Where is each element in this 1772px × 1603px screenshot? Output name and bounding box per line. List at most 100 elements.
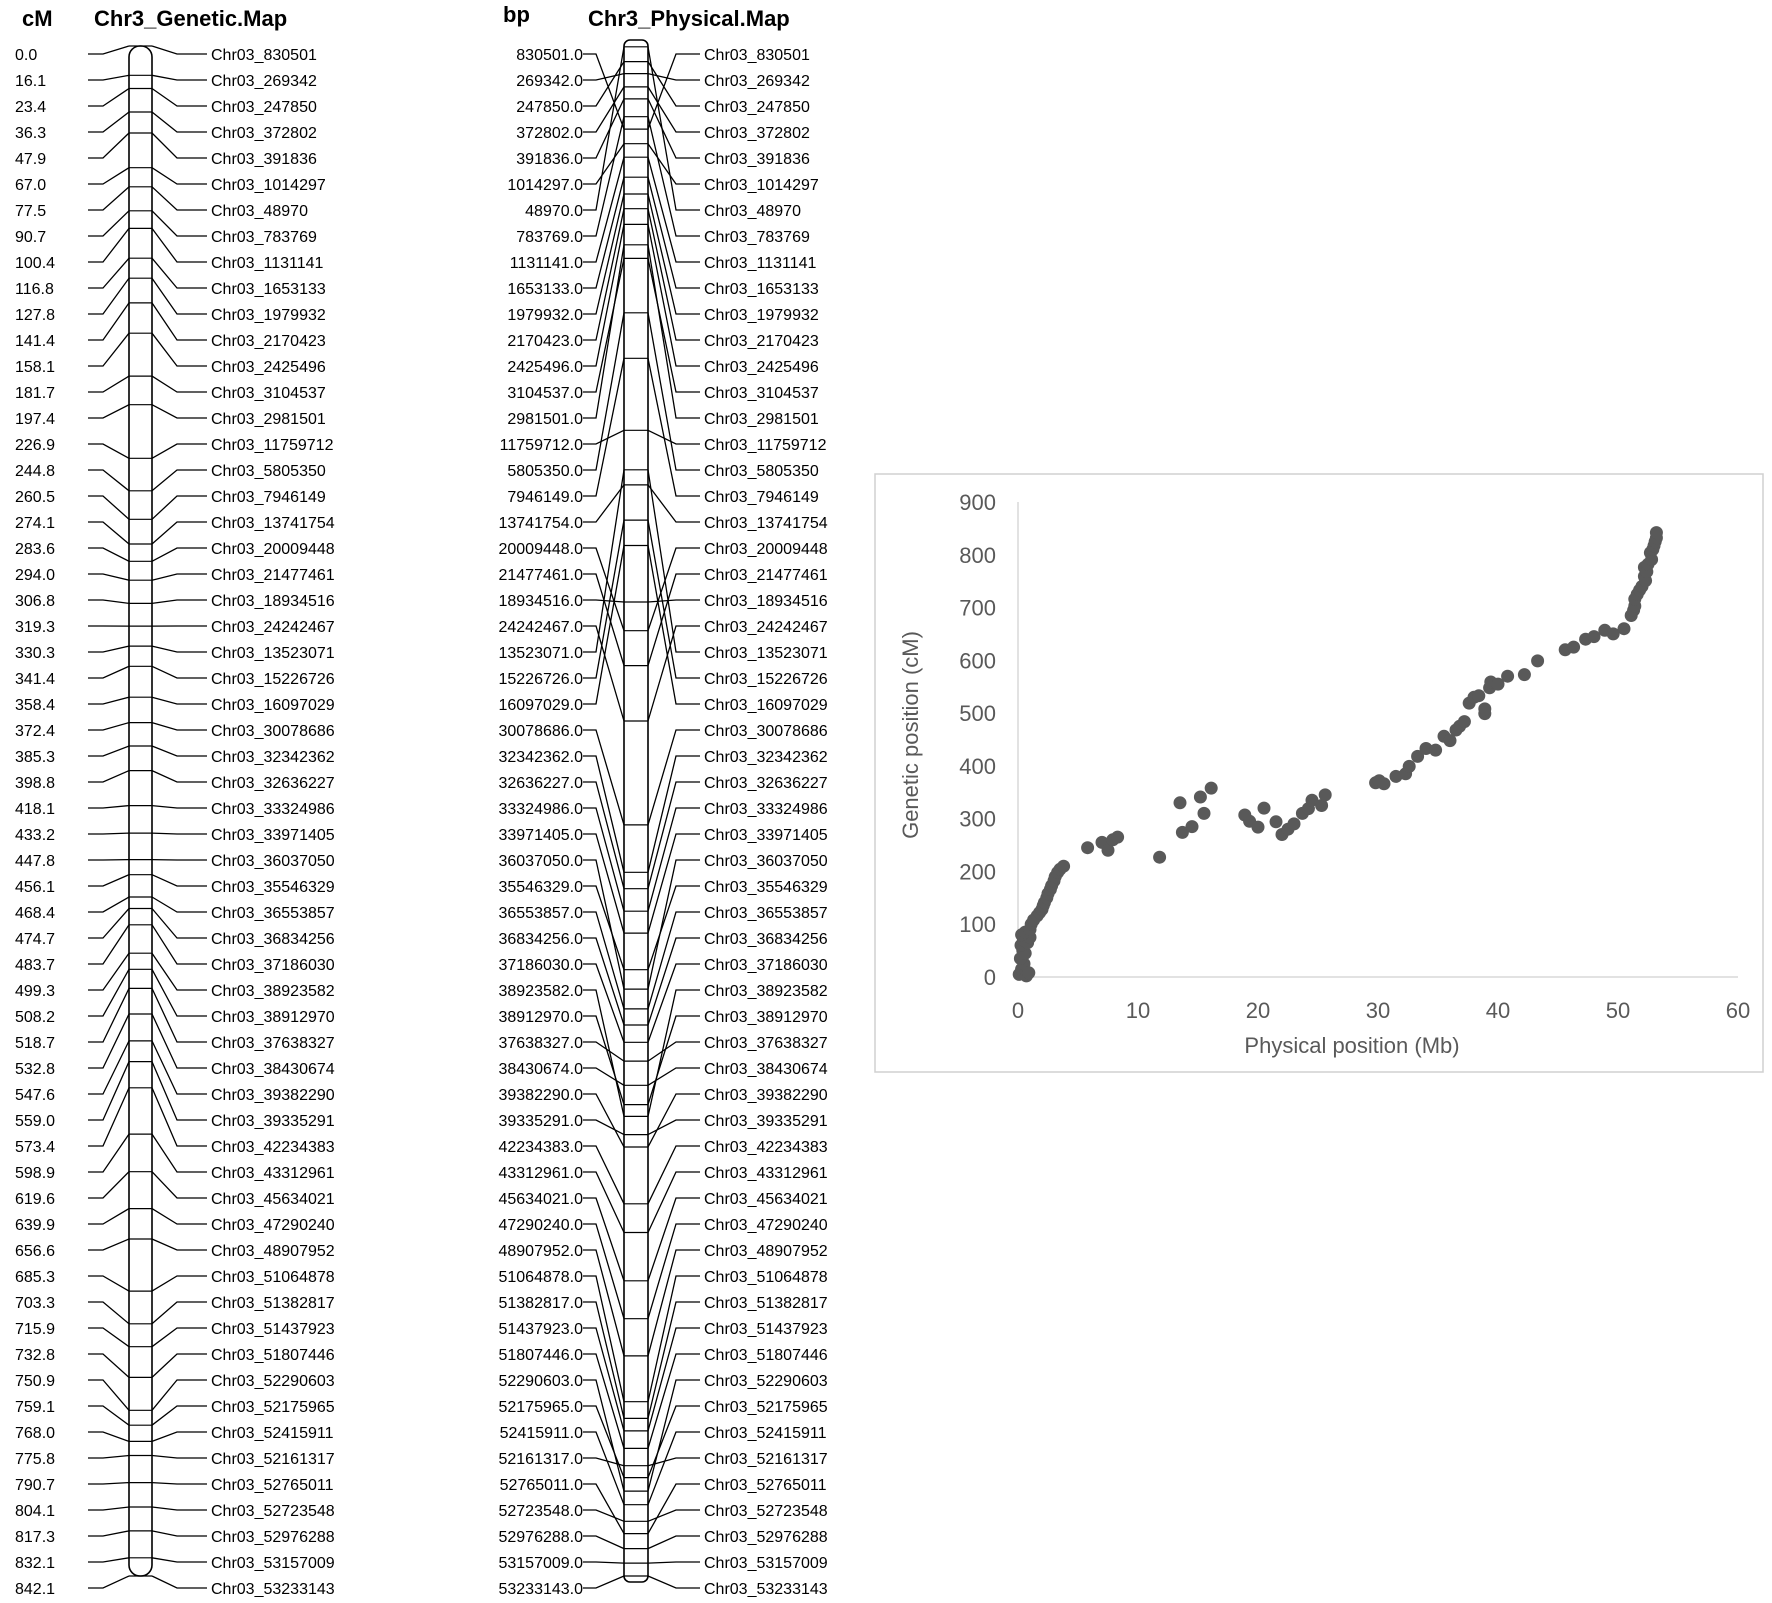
genetic-position-value: 499.3 bbox=[15, 983, 55, 1000]
genetic-position-value: 775.8 bbox=[15, 1451, 55, 1468]
genetic-position-value: 547.6 bbox=[15, 1087, 55, 1104]
genetic-marker: 274.1 Chr03_13741754 bbox=[15, 515, 335, 545]
genetic-marker-name: Chr03_35546329 bbox=[211, 879, 335, 896]
physical-marker-name: Chr03_2981501 bbox=[704, 411, 819, 428]
physical-connector-right bbox=[647, 807, 700, 912]
genetic-marker-name: Chr03_38912970 bbox=[211, 1009, 335, 1026]
genetic-connector-right bbox=[151, 1087, 207, 1147]
genetic-connector-left bbox=[88, 1405, 130, 1426]
physical-marker-name: Chr03_35546329 bbox=[704, 879, 828, 896]
physical-map-title: Chr3_Physical.Map bbox=[588, 6, 790, 31]
genetic-position-value: 759.1 bbox=[15, 1399, 55, 1416]
genetic-marker: 715.9 Chr03_51437923 bbox=[15, 1321, 335, 1348]
genetic-marker: 474.7 Chr03_36834256 bbox=[15, 907, 335, 948]
genetic-connector-left bbox=[88, 1575, 130, 1589]
genetic-position-value: 100.4 bbox=[15, 255, 55, 272]
physical-marker-name: Chr03_52765011 bbox=[704, 1477, 827, 1494]
genetic-marker: 283.6 Chr03_20009448 bbox=[15, 541, 335, 562]
genetic-connector-right bbox=[151, 573, 207, 581]
genetic-connector-left bbox=[88, 745, 130, 757]
genetic-connector-right bbox=[151, 375, 207, 393]
genetic-connector-left bbox=[88, 1454, 130, 1459]
scatter-point bbox=[1531, 654, 1545, 668]
genetic-connector-left bbox=[88, 696, 130, 705]
physical-position-value: 2425496.0 bbox=[507, 359, 583, 376]
physical-position-value: 24242467.0 bbox=[498, 619, 583, 636]
genetic-marker-name: Chr03_20009448 bbox=[211, 541, 335, 558]
physical-marker-name: Chr03_1979932 bbox=[704, 307, 819, 324]
physical-marker: 51382817.0 Chr03_51382817 bbox=[498, 1295, 828, 1420]
genetic-marker: 817.3 Chr03_52976288 bbox=[15, 1529, 335, 1546]
physical-connector-left bbox=[583, 1431, 625, 1505]
physical-position-value: 269342.0 bbox=[516, 73, 583, 90]
genetic-marker: 181.7 Chr03_3104537 bbox=[15, 375, 326, 402]
genetic-marker-name: Chr03_16097029 bbox=[211, 697, 335, 714]
physical-position-value: 52161317.0 bbox=[498, 1451, 583, 1468]
scatter-point bbox=[1567, 640, 1581, 654]
physical-position-value: 39335291.0 bbox=[498, 1113, 583, 1130]
physical-marker-name: Chr03_51437923 bbox=[704, 1321, 828, 1338]
genetic-marker-name: Chr03_48970 bbox=[211, 203, 308, 220]
genetic-position-value: 36.3 bbox=[15, 125, 46, 142]
genetic-marker-name: Chr03_11759712 bbox=[211, 437, 334, 454]
physical-marker-name: Chr03_37638327 bbox=[704, 1035, 828, 1052]
physical-position-value: 52723548.0 bbox=[498, 1503, 583, 1520]
genetic-marker: 23.4 Chr03_247850 bbox=[15, 87, 317, 116]
physical-marker-name: Chr03_21477461 bbox=[704, 567, 828, 584]
physical-connector-right bbox=[647, 729, 700, 826]
physical-connector-right bbox=[647, 1145, 700, 1205]
physical-marker: 52765011.0 Chr03_52765011 bbox=[500, 1477, 827, 1535]
genetic-marker-name: Chr03_52175965 bbox=[211, 1399, 335, 1416]
genetic-position-value: 685.3 bbox=[15, 1269, 55, 1286]
genetic-connector-right bbox=[151, 1353, 207, 1378]
physical-connector-left bbox=[583, 157, 625, 263]
physical-marker-name: Chr03_47290240 bbox=[704, 1217, 828, 1234]
physical-marker-name: Chr03_13741754 bbox=[704, 515, 828, 532]
scatter-point bbox=[1022, 966, 1036, 980]
genetic-position-value: 197.4 bbox=[15, 411, 55, 428]
genetic-unit-label: cM bbox=[22, 6, 53, 31]
genetic-marker-name: Chr03_52290603 bbox=[211, 1373, 335, 1390]
genetic-marker: 158.1 Chr03_2425496 bbox=[15, 332, 326, 376]
genetic-position-value: 0.0 bbox=[15, 47, 37, 64]
physical-connector-right bbox=[647, 429, 700, 445]
physical-marker: 39335291.0 Chr03_39335291 bbox=[498, 1113, 828, 1136]
physical-marker-name: Chr03_30078686 bbox=[704, 723, 828, 740]
genetic-connector-right bbox=[151, 968, 207, 1017]
genetic-marker-name: Chr03_39335291 bbox=[211, 1113, 335, 1130]
genetic-marker: 518.7 Chr03_37638327 bbox=[15, 987, 335, 1052]
genetic-marker: 559.0 Chr03_39335291 bbox=[15, 1060, 335, 1130]
genetic-connector-right bbox=[151, 1530, 207, 1537]
physical-marker: 391836.0 Chr03_391836 bbox=[516, 98, 810, 168]
genetic-connector-right bbox=[151, 745, 207, 757]
genetic-position-value: 244.8 bbox=[15, 463, 55, 480]
physical-marker: 52415911.0 Chr03_52415911 bbox=[500, 1425, 827, 1506]
genetic-connector-left bbox=[88, 952, 130, 991]
physical-marker-name: Chr03_45634021 bbox=[704, 1191, 828, 1208]
genetic-marker: 16.1 Chr03_269342 bbox=[15, 73, 317, 90]
genetic-marker-name: Chr03_32636227 bbox=[211, 775, 335, 792]
physical-position-value: 37186030.0 bbox=[498, 957, 583, 974]
physical-marker: 20009448.0 Chr03_20009448 bbox=[498, 541, 828, 632]
genetic-position-value: 483.7 bbox=[15, 957, 55, 974]
physical-connector-left bbox=[583, 989, 625, 1117]
physical-marker-name: Chr03_37186030 bbox=[704, 957, 828, 974]
physical-marker: 38430674.0 Chr03_38430674 bbox=[498, 1061, 828, 1086]
physical-connector-left bbox=[583, 963, 625, 1043]
genetic-connector-right bbox=[151, 599, 207, 605]
genetic-marker-name: Chr03_52765011 bbox=[211, 1477, 334, 1494]
genetic-marker-name: Chr03_391836 bbox=[211, 151, 317, 168]
scatter-point bbox=[1305, 793, 1319, 807]
physical-connector-right bbox=[647, 116, 700, 237]
genetic-connector-left bbox=[88, 804, 130, 809]
physical-connector-left bbox=[583, 1561, 625, 1564]
genetic-connector-left bbox=[88, 443, 130, 459]
genetic-connector-right bbox=[151, 521, 207, 545]
physical-position-value: 3104537.0 bbox=[507, 385, 583, 402]
genetic-connector-left bbox=[88, 1353, 130, 1378]
physical-position-value: 35546329.0 bbox=[498, 879, 583, 896]
genetic-marker-name: Chr03_52723548 bbox=[211, 1503, 335, 1520]
genetic-position-value: 804.1 bbox=[15, 1503, 55, 1520]
physical-marker-name: Chr03_3104537 bbox=[704, 385, 819, 402]
